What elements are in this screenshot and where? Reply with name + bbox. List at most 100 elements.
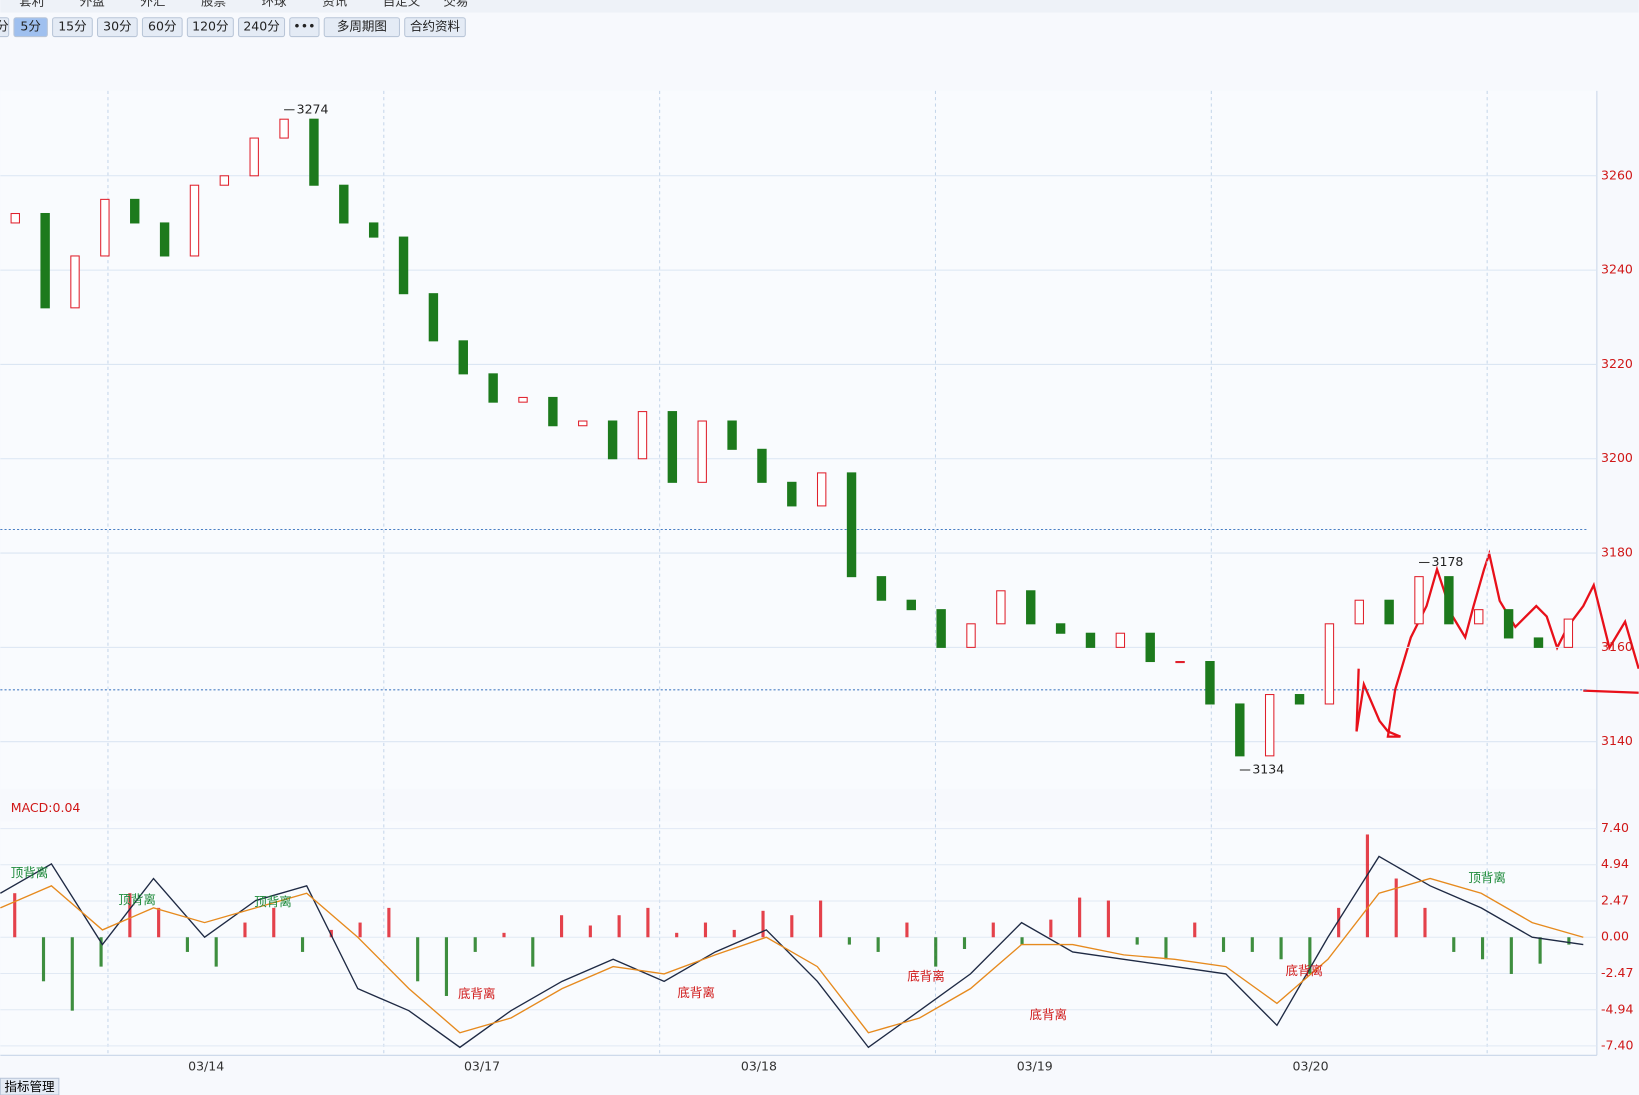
menu-item[interactable]: 股票 bbox=[201, 0, 226, 9]
macd-bar bbox=[1423, 907, 1427, 938]
candle-body bbox=[40, 212, 50, 309]
macd-bar bbox=[790, 915, 794, 938]
divergence-label: 底背离 bbox=[677, 985, 715, 1000]
indicator-button[interactable] bbox=[0, 1077, 60, 1095]
y-tick-label: -4.94 bbox=[1601, 1001, 1633, 1016]
macd-bar bbox=[847, 937, 851, 945]
candle-body bbox=[159, 222, 170, 257]
candle-body bbox=[1205, 661, 1215, 705]
menu-item[interactable]: 环球 bbox=[262, 0, 288, 9]
candle-body bbox=[1354, 599, 1364, 625]
candle-body bbox=[518, 396, 528, 403]
candle-body bbox=[279, 118, 289, 139]
x-tick-label: 03/14 bbox=[188, 1058, 224, 1073]
candle-body bbox=[1324, 623, 1335, 705]
toolbar-button[interactable] bbox=[323, 17, 400, 38]
divergence-label: 顶背离 bbox=[1468, 870, 1506, 885]
macd-bar bbox=[329, 929, 333, 938]
candle-body bbox=[1414, 576, 1424, 625]
indicator-label[interactable]: 指标管理 bbox=[5, 1079, 56, 1094]
macd-bar bbox=[675, 932, 679, 938]
macd-bar bbox=[732, 929, 736, 938]
menu-item[interactable]: 套利 bbox=[19, 0, 44, 9]
y-tick-label: 3140 bbox=[1601, 733, 1633, 748]
toolbar-label[interactable]: 60分 bbox=[148, 19, 177, 34]
macd-bar bbox=[559, 915, 564, 938]
macd-bar bbox=[1250, 937, 1254, 952]
candle-body bbox=[757, 448, 767, 483]
macd-bar bbox=[1020, 937, 1024, 945]
macd-bar bbox=[1106, 900, 1110, 938]
menu-item[interactable]: 交易 bbox=[443, 0, 468, 9]
macd-bar bbox=[128, 893, 132, 938]
macd-bar bbox=[1337, 907, 1341, 938]
macd-bar bbox=[1480, 937, 1485, 960]
divergence-label: 顶背离 bbox=[11, 865, 49, 880]
macd-bar bbox=[1135, 937, 1139, 945]
macd-bar bbox=[1538, 937, 1542, 964]
y-tick-label: 2.47 bbox=[1601, 892, 1629, 907]
y-tick-label: -2.47 bbox=[1601, 965, 1633, 980]
toolbar-button[interactable] bbox=[0, 17, 10, 38]
toolbar-label[interactable]: 5分 bbox=[20, 19, 41, 34]
candle-body bbox=[309, 118, 319, 186]
macd-bar bbox=[905, 922, 909, 938]
macd-bar bbox=[876, 937, 880, 952]
candle-body bbox=[1055, 623, 1066, 634]
candle-body bbox=[1085, 632, 1096, 648]
macd-bar bbox=[646, 907, 650, 938]
macd-bar bbox=[272, 907, 276, 938]
toolbar-button[interactable] bbox=[289, 17, 320, 38]
toolbar-label[interactable]: 240分 bbox=[243, 19, 280, 34]
candle-body bbox=[578, 420, 588, 427]
toolbar: 分 5分 15分 30分 60分 120分 240分 ••• 多周期图 合约资料 bbox=[0, 17, 466, 38]
macd-bar bbox=[13, 893, 17, 938]
candle-body bbox=[816, 472, 827, 507]
macd-bar bbox=[1078, 897, 1082, 938]
toolbar-label[interactable]: 15分 bbox=[58, 19, 87, 34]
toolbar-label[interactable]: 合约资料 bbox=[410, 19, 461, 34]
toolbar-label[interactable]: 120分 bbox=[192, 19, 229, 34]
macd-bar bbox=[300, 937, 305, 952]
macd-bar bbox=[1308, 937, 1312, 974]
candle-body bbox=[906, 599, 916, 611]
menu-item[interactable]: 资讯 bbox=[322, 0, 348, 9]
candle-body bbox=[219, 175, 230, 186]
toolbar-label[interactable]: 分 bbox=[0, 19, 9, 34]
candle-body bbox=[1474, 609, 1484, 625]
macd-bar bbox=[70, 937, 74, 1011]
macd-bar bbox=[761, 910, 765, 938]
macd-bar bbox=[473, 937, 477, 952]
candle-body bbox=[1026, 590, 1036, 625]
macd-title: MACD:0.04 bbox=[11, 800, 81, 815]
menu-item[interactable]: 外盘 bbox=[80, 0, 105, 9]
toolbar-label[interactable]: 多周期图 bbox=[337, 19, 387, 34]
candle-body bbox=[339, 184, 349, 224]
candle-body bbox=[727, 420, 737, 450]
candle-body bbox=[458, 340, 468, 375]
toolbar-button[interactable] bbox=[13, 17, 48, 38]
menu-item[interactable]: 自定义 bbox=[383, 0, 421, 9]
x-tick-label: 03/19 bbox=[1017, 1058, 1053, 1073]
candle-body bbox=[398, 236, 409, 295]
candle-body bbox=[249, 137, 259, 177]
toolbar-label[interactable]: 30分 bbox=[103, 19, 132, 34]
candle-body bbox=[1384, 599, 1394, 625]
toolbar-button[interactable] bbox=[52, 17, 93, 38]
macd-bar bbox=[1164, 937, 1168, 960]
toolbar-button[interactable] bbox=[238, 17, 286, 38]
toolbar-button[interactable] bbox=[141, 17, 183, 38]
macd-bar bbox=[1365, 834, 1369, 938]
toolbar-button[interactable] bbox=[96, 17, 138, 38]
toolbar-button[interactable] bbox=[404, 17, 466, 38]
x-tick-label: 03/17 bbox=[464, 1058, 500, 1073]
toolbar-button[interactable] bbox=[186, 17, 234, 38]
candle-body bbox=[189, 184, 200, 257]
menu-item[interactable]: 外汇 bbox=[140, 0, 165, 9]
macd-bar bbox=[214, 937, 218, 967]
candle-body bbox=[1533, 637, 1544, 648]
annotation: 3178 bbox=[1432, 554, 1464, 569]
candle-body bbox=[130, 198, 140, 224]
toolbar-label[interactable]: ••• bbox=[293, 19, 315, 34]
